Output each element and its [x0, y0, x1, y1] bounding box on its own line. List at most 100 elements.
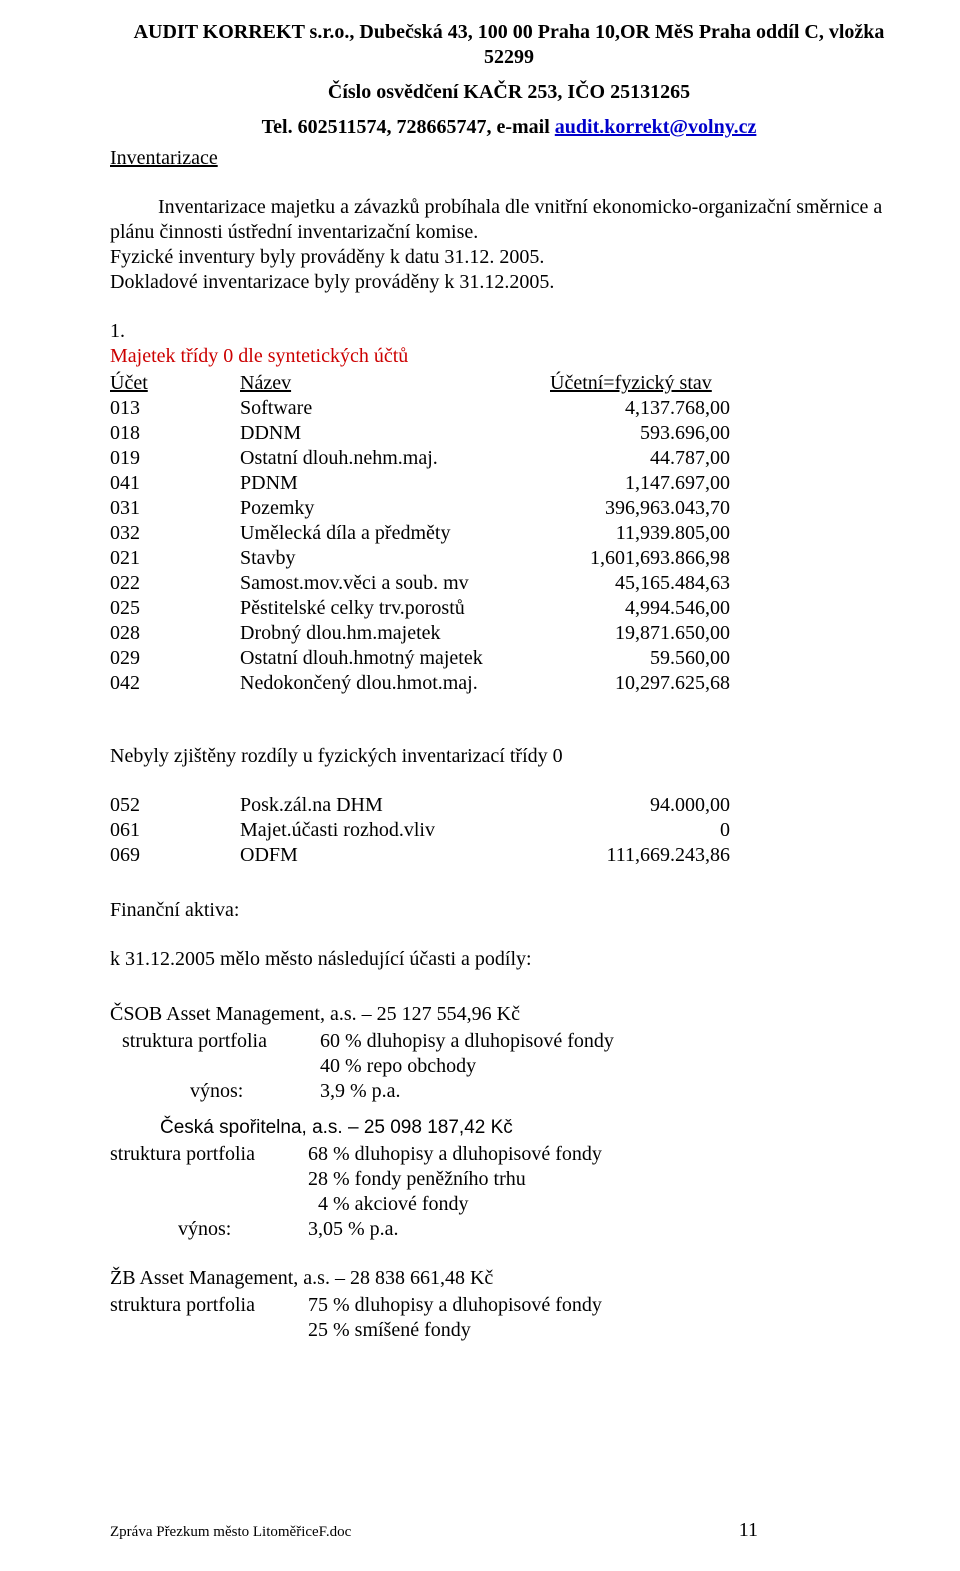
- table-row: 018DDNM593.696,00: [110, 421, 730, 446]
- table-row: 052Posk.zál.na DHM94.000,00: [110, 793, 730, 818]
- portfolio1-yield-row: výnos: 3,9 % p.a.: [122, 1079, 908, 1104]
- cell-val: 19,871.650,00: [550, 621, 730, 646]
- header-line1: AUDIT KORREKT s.r.o., Dubečská 43, 100 0…: [110, 20, 908, 70]
- cell-val: 94.000,00: [550, 793, 730, 818]
- header-line3: Tel. 602511574, 728665747, e-mail audit.…: [110, 115, 908, 140]
- cell-name: Posk.zál.na DHM: [240, 793, 550, 818]
- portfolio2-struct-row: struktura portfolia 68 % dluhopisy a dlu…: [110, 1142, 908, 1167]
- fin-aktiva-text: k 31.12.2005 mělo město následující účas…: [110, 947, 908, 972]
- cell-val: 4,137.768,00: [550, 396, 730, 421]
- footer-pagenum: 11: [739, 1518, 758, 1543]
- list-number: 1.: [110, 319, 908, 344]
- cell-acct: 022: [110, 571, 240, 596]
- cell-name: PDNM: [240, 471, 550, 496]
- portfolio3-line2: 25 % smíšené fondy: [308, 1318, 471, 1343]
- cell-val: 0: [550, 818, 730, 843]
- portfolio-struct-label: struktura portfolia: [110, 1293, 308, 1318]
- cell-acct: 025: [110, 596, 240, 621]
- table1-title: Majetek třídy 0 dle syntetických účtů: [110, 344, 908, 369]
- page-footer: Zpráva Přezkum město LitoměřiceF.doc 11: [110, 1518, 908, 1543]
- cell-name: DDNM: [240, 421, 550, 446]
- cell-name: Majet.účasti rozhod.vliv: [240, 818, 550, 843]
- portfolio-struct-label: struktura portfolia: [122, 1029, 320, 1054]
- cell-name: Ostatní dlouh.hmotný majetek: [240, 646, 550, 671]
- cell-val: 10,297.625,68: [550, 671, 730, 696]
- th-val: Účetní=fyzický stav: [550, 371, 730, 396]
- cell-name: Nedokončený dlou.hmot.maj.: [240, 671, 550, 696]
- document-header: AUDIT KORREKT s.r.o., Dubečská 43, 100 0…: [110, 20, 908, 140]
- th-acct: Účet: [110, 371, 240, 396]
- table-header-row: Účet Název Účetní=fyzický stav: [110, 371, 730, 396]
- portfolio2-yield: 3,05 % p.a.: [308, 1217, 399, 1242]
- table-row: 028Drobný dlou.hm.majetek19,871.650,00: [110, 621, 730, 646]
- portfolio1-line2: 40 % repo obchody: [320, 1054, 476, 1079]
- cell-val: 59.560,00: [550, 646, 730, 671]
- intro-paragraph-1: Inventarizace majetku a závazků probíhal…: [110, 195, 908, 245]
- portfolio2-title: Česká spořitelna, a.s. – 25 098 187,42 K…: [110, 1116, 908, 1140]
- table-row: 061Majet.účasti rozhod.vliv0: [110, 818, 730, 843]
- table-row: 042Nedokončený dlou.hmot.maj.10,297.625,…: [110, 671, 730, 696]
- cell-acct: 052: [110, 793, 240, 818]
- cell-acct: 029: [110, 646, 240, 671]
- table-row: 031Pozemky396,963.043,70: [110, 496, 730, 521]
- portfolio-yield-label: výnos:: [122, 1079, 320, 1104]
- header-email-link[interactable]: audit.korrekt@volny.cz: [555, 116, 757, 138]
- blank: [122, 1054, 320, 1079]
- cell-acct: 042: [110, 671, 240, 696]
- cell-acct: 032: [110, 521, 240, 546]
- portfolio-yield-label: výnos:: [110, 1217, 308, 1242]
- portfolio1-yield: 3,9 % p.a.: [320, 1079, 401, 1104]
- cell-acct: 021: [110, 546, 240, 571]
- cell-acct: 028: [110, 621, 240, 646]
- accounts-table-2: 052Posk.zál.na DHM94.000,00 061Majet.úča…: [110, 793, 730, 868]
- cell-val: 44.787,00: [550, 446, 730, 471]
- portfolio-struct-label: struktura portfolia: [110, 1142, 308, 1167]
- table-row: 029Ostatní dlouh.hmotný majetek59.560,00: [110, 646, 730, 671]
- section-title: Inventarizace: [110, 146, 908, 171]
- cell-val: 1,147.697,00: [550, 471, 730, 496]
- blank: [110, 1318, 308, 1343]
- page: AUDIT KORREKT s.r.o., Dubečská 43, 100 0…: [0, 0, 960, 1571]
- portfolio2-line2: 28 % fondy peněžního trhu: [308, 1167, 526, 1192]
- finding-1: Nebyly zjištěny rozdíly u fyzických inve…: [110, 744, 908, 769]
- header-line2: Číslo osvědčení KAČR 253, IČO 25131265: [110, 80, 908, 105]
- cell-name: Ostatní dlouh.nehm.maj.: [240, 446, 550, 471]
- intro-paragraph-2: Fyzické inventury byly prováděny k datu …: [110, 245, 908, 270]
- portfolio2-yield-row: výnos: 3,05 % p.a.: [110, 1217, 908, 1242]
- cell-acct: 041: [110, 471, 240, 496]
- footer-docname: Zpráva Přezkum město LitoměřiceF.doc: [110, 1523, 351, 1542]
- portfolio1-struct-row: struktura portfolia 60 % dluhopisy a dlu…: [122, 1029, 908, 1054]
- fin-aktiva-label: Finanční aktiva:: [110, 898, 908, 923]
- cell-val: 11,939.805,00: [550, 521, 730, 546]
- cell-val: 396,963.043,70: [550, 496, 730, 521]
- cell-name: ODFM: [240, 843, 550, 868]
- cell-val: 111,669.243,86: [550, 843, 730, 868]
- portfolio3-line1: 75 % dluhopisy a dluhopisové fondy: [308, 1293, 602, 1318]
- blank: [110, 1167, 308, 1192]
- portfolio2-struct-row: 28 % fondy peněžního trhu: [110, 1167, 908, 1192]
- table-row: 025Pěstitelské celky trv.porostů4,994.54…: [110, 596, 730, 621]
- table-row: 069ODFM111,669.243,86: [110, 843, 730, 868]
- cell-name: Samost.mov.věci a soub. mv: [240, 571, 550, 596]
- portfolio1-line1: 60 % dluhopisy a dluhopisové fondy: [320, 1029, 614, 1054]
- table-row: 032Umělecká díla a předměty11,939.805,00: [110, 521, 730, 546]
- portfolio1-block: struktura portfolia 60 % dluhopisy a dlu…: [110, 1029, 908, 1104]
- cell-val: 45,165.484,63: [550, 571, 730, 596]
- cell-name: Pozemky: [240, 496, 550, 521]
- blank: [110, 1192, 308, 1217]
- cell-name: Drobný dlou.hm.majetek: [240, 621, 550, 646]
- accounts-table-1: Účet Název Účetní=fyzický stav 013Softwa…: [110, 371, 730, 696]
- cell-acct: 019: [110, 446, 240, 471]
- cell-val: 1,601,693.866,98: [550, 546, 730, 571]
- intro-paragraph-3: Dokladové inventarizace byly prováděny k…: [110, 270, 908, 295]
- portfolio2-block: struktura portfolia 68 % dluhopisy a dlu…: [110, 1142, 908, 1242]
- cell-acct: 061: [110, 818, 240, 843]
- th-name: Název: [240, 371, 550, 396]
- table-row: 021Stavby1,601,693.866,98: [110, 546, 730, 571]
- portfolio3-struct-row: 25 % smíšené fondy: [110, 1318, 908, 1343]
- cell-acct: 018: [110, 421, 240, 446]
- cell-acct: 069: [110, 843, 240, 868]
- cell-val: 4,994.546,00: [550, 596, 730, 621]
- cell-name: Stavby: [240, 546, 550, 571]
- table-row: 013Software4,137.768,00: [110, 396, 730, 421]
